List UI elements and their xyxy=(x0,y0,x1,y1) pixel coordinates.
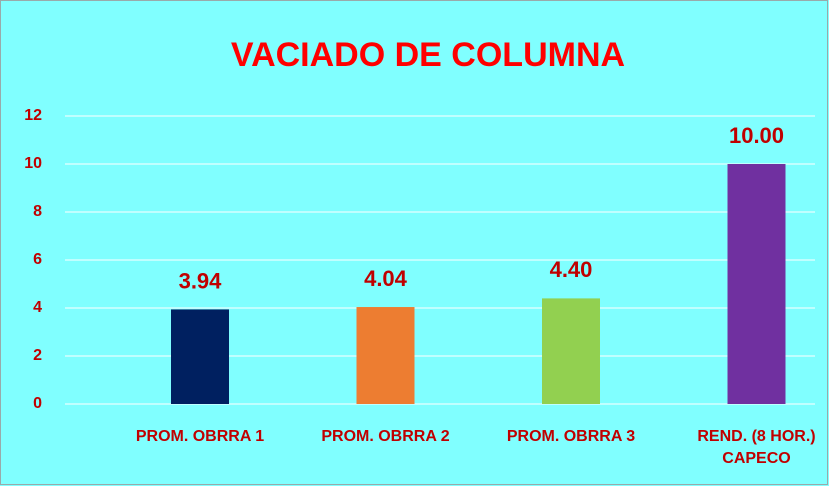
x-tick-label: PROM. OBRRA 3 xyxy=(506,428,636,445)
bar xyxy=(171,309,229,404)
y-tick-label: 4 xyxy=(33,299,42,316)
x-tick-label: PROM. OBRRA 1 xyxy=(135,428,265,445)
y-tick-label: 6 xyxy=(33,251,42,268)
y-tick-label: 0 xyxy=(33,395,42,412)
y-tick-label: 12 xyxy=(24,107,42,124)
y-tick-label: 2 xyxy=(33,347,42,364)
bar xyxy=(542,298,600,404)
value-label: 3.94 xyxy=(179,268,223,293)
chart-title: VACIADO DE COLUMNA xyxy=(231,36,625,74)
x-tick-label: PROM. OBRRA 2 xyxy=(321,428,450,445)
x-tick-label: REND. (8 HOR.) CAPECO xyxy=(697,428,816,467)
bar xyxy=(727,164,786,404)
value-label: 4.40 xyxy=(550,257,593,282)
value-label: 4.04 xyxy=(364,266,408,291)
y-tick-label: 8 xyxy=(33,203,42,220)
value-label: 10.00 xyxy=(729,123,784,148)
y-tick-label: 10 xyxy=(24,155,42,172)
bar xyxy=(356,307,415,404)
